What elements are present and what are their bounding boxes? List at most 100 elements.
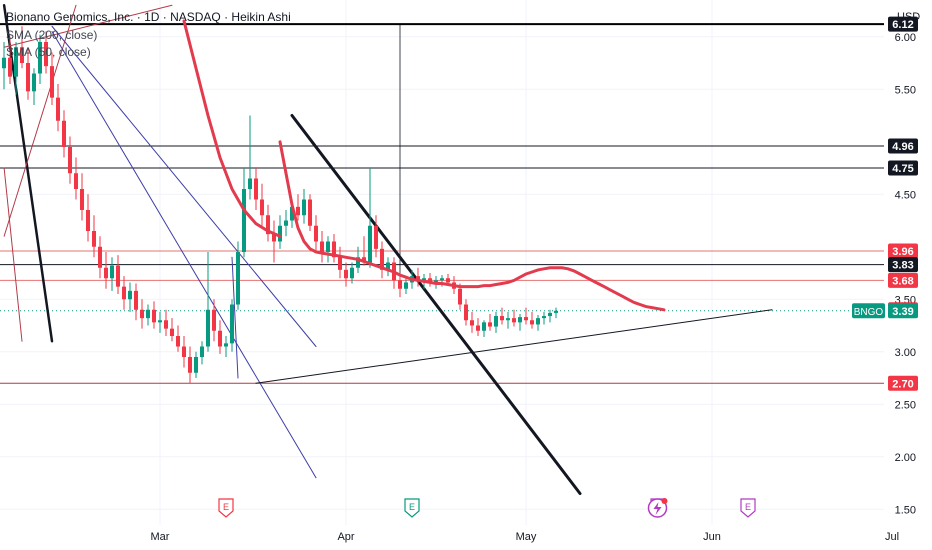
candle <box>350 267 354 279</box>
candle <box>386 262 390 270</box>
candle <box>278 225 282 242</box>
candle <box>398 280 402 289</box>
notification-dot <box>661 498 668 504</box>
level-badge-bg <box>888 375 918 391</box>
candle <box>212 309 216 331</box>
candle <box>284 220 288 226</box>
candle <box>134 290 138 310</box>
candle <box>482 322 486 331</box>
event-markers[interactable]: EEEE <box>218 498 756 518</box>
earnings-event-marker[interactable]: E <box>740 498 756 518</box>
trendline[interactable] <box>51 31 317 479</box>
time-axis[interactable]: MarAprMayJunJulAugSep <box>151 531 932 543</box>
candle <box>248 178 252 189</box>
level-badge: 4.96 <box>888 138 918 154</box>
candle <box>530 320 534 325</box>
level-badge: 6.12 <box>888 16 918 32</box>
price-tick-label: 6.00 <box>895 32 916 44</box>
trendline[interactable] <box>3 4 77 237</box>
time-tick-label: Jun <box>703 531 721 543</box>
time-tick-label: Jul <box>885 531 899 543</box>
candle <box>86 210 90 231</box>
dividend-event-marker[interactable] <box>647 498 668 518</box>
candle <box>422 278 426 281</box>
candle <box>200 346 204 357</box>
grid <box>0 0 893 525</box>
candle <box>500 316 504 321</box>
price-tick-label: 1.50 <box>895 504 916 516</box>
sma200-legend[interactable]: SMA (200, close) <box>6 28 98 42</box>
trendline[interactable] <box>2 4 54 343</box>
trendline[interactable] <box>231 256 239 379</box>
time-tick-label: Apr <box>337 531 354 543</box>
candle <box>50 66 54 98</box>
candle <box>182 346 186 357</box>
candle <box>92 231 96 247</box>
horizontal-levels[interactable] <box>0 23 884 384</box>
candle <box>302 199 306 216</box>
level-badge-text: 3.96 <box>892 246 913 258</box>
trendline[interactable] <box>51 25 317 347</box>
level-badge-bg <box>888 16 918 32</box>
trendline[interactable] <box>3 4 173 48</box>
level-badge: 3.96 <box>888 243 918 259</box>
earnings-event-marker[interactable]: E <box>404 498 420 518</box>
candle <box>428 278 432 284</box>
candle <box>512 318 516 323</box>
candle <box>194 357 198 373</box>
candle <box>416 276 420 281</box>
candle <box>104 267 108 279</box>
candle <box>164 320 168 329</box>
candle <box>26 63 30 92</box>
trendline[interactable] <box>290 114 582 495</box>
candle <box>140 309 144 319</box>
candle <box>320 241 324 252</box>
moving-averages <box>182 19 666 312</box>
candle <box>116 265 120 287</box>
candle <box>242 189 246 252</box>
candle <box>506 318 510 321</box>
trendline[interactable] <box>255 309 773 384</box>
candle <box>2 57 6 69</box>
price-tick-label: 2.50 <box>895 399 916 411</box>
candle <box>80 189 84 210</box>
time-tick-label: May <box>516 531 537 543</box>
candle <box>152 309 156 323</box>
candle <box>176 336 180 347</box>
candle <box>296 206 300 216</box>
candle <box>62 120 66 147</box>
level-badge-text: 2.70 <box>892 378 913 390</box>
candle <box>170 328 174 336</box>
level-badge-bg <box>888 138 918 154</box>
current-price-badge: BNGO 3.39 <box>852 303 918 319</box>
candle <box>536 318 540 325</box>
candle <box>14 47 18 77</box>
candle <box>230 304 234 344</box>
candle <box>122 286 126 300</box>
candle <box>290 206 294 221</box>
candle <box>56 97 60 121</box>
candle <box>380 248 384 270</box>
candles <box>2 26 558 384</box>
level-badge-bg <box>888 160 918 176</box>
price-tick-label: 4.50 <box>895 189 916 201</box>
earnings-event-marker[interactable]: E <box>218 498 234 518</box>
trendline[interactable] <box>3 167 23 342</box>
level-badge-bg <box>888 257 918 273</box>
sma50-legend[interactable]: SMA (50, close) <box>6 45 91 59</box>
event-label: E <box>745 502 751 512</box>
candle <box>218 330 222 347</box>
trendlines[interactable] <box>2 4 773 495</box>
candle <box>356 257 360 268</box>
candle <box>440 278 444 281</box>
candle <box>20 47 24 63</box>
candle <box>476 325 480 331</box>
level-badge-text: 4.75 <box>892 163 913 175</box>
event-shield <box>740 498 756 518</box>
level-badge-text: 3.68 <box>892 275 913 287</box>
candle <box>524 317 528 321</box>
candle <box>470 320 474 326</box>
price-badges: 6.124.964.753.963.833.682.703.40BNGO3.39 <box>852 16 918 391</box>
candle <box>44 42 48 67</box>
